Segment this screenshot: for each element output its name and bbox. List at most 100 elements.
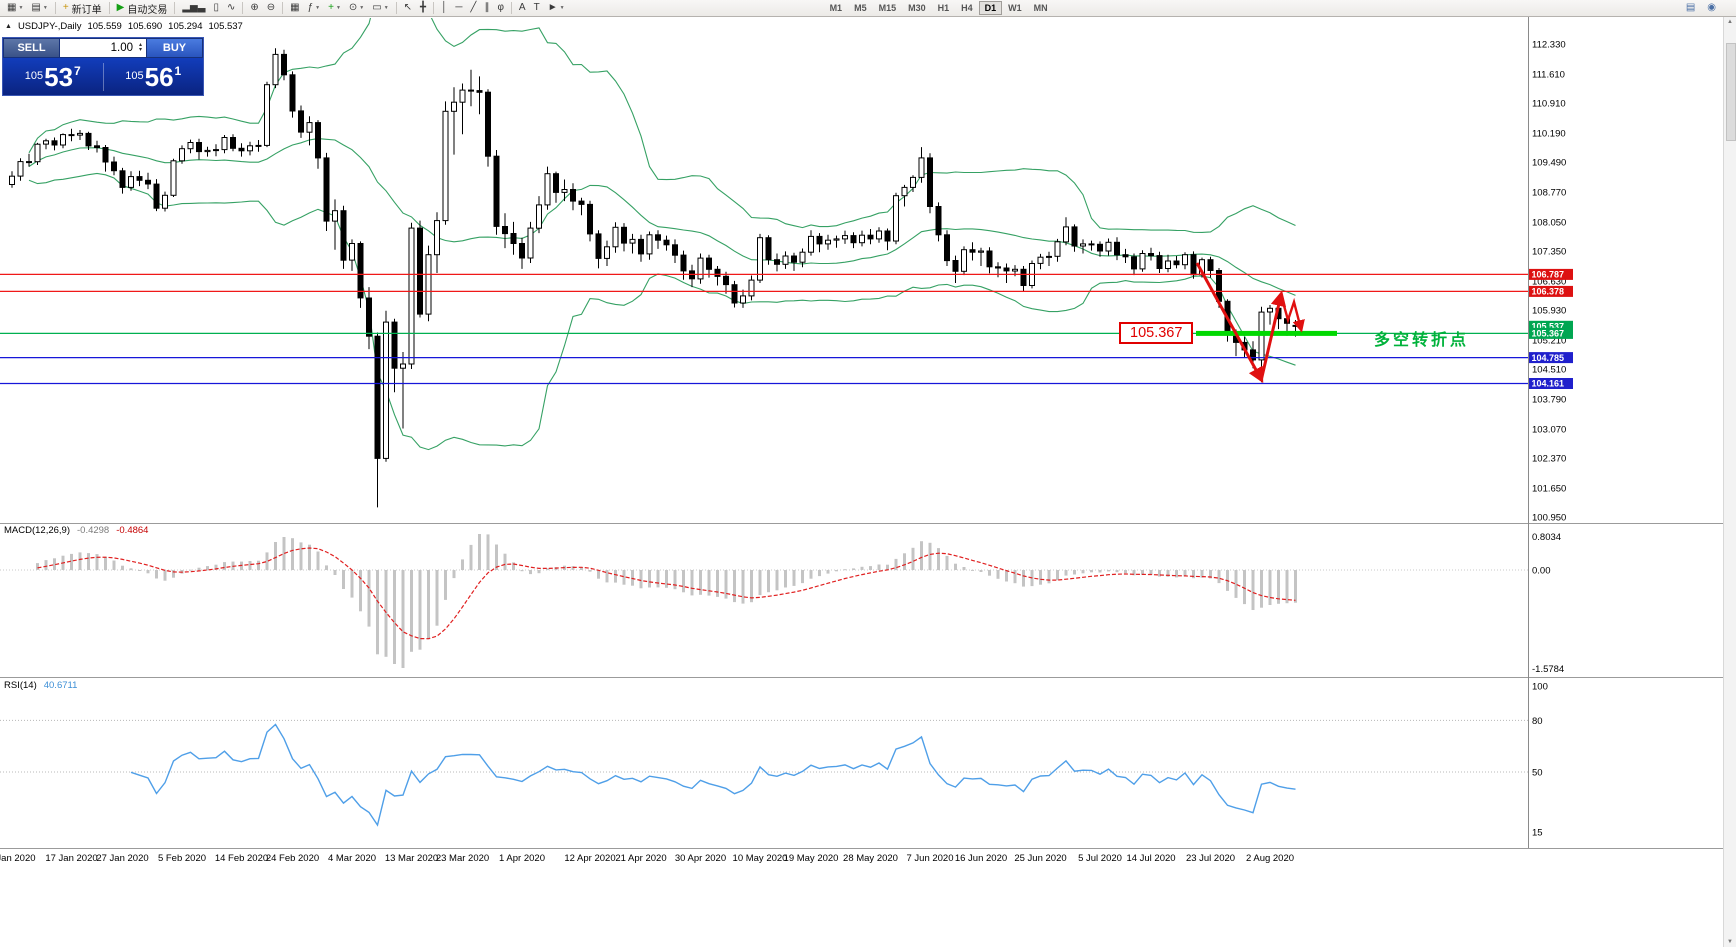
cursor-icon[interactable]: ↖ xyxy=(400,0,416,17)
toolbar-right-group: ▤ ◉ xyxy=(1682,0,1720,17)
svg-text:0.00: 0.00 xyxy=(1532,566,1551,577)
bollinger-upper-band xyxy=(28,18,1296,233)
buy-price-pips: 56 xyxy=(144,61,174,92)
candlestick-chart-icon[interactable]: ▯ xyxy=(209,0,223,17)
tile-windows-icon[interactable]: ▦ xyxy=(286,0,303,17)
svg-text:111.610: 111.610 xyxy=(1532,69,1565,80)
toolbar-separator xyxy=(433,2,435,14)
timeframe-m30-button[interactable]: M30 xyxy=(908,3,926,13)
channel-icon: ∥ xyxy=(484,2,490,13)
timeframe-mn-button[interactable]: MN xyxy=(1033,3,1048,13)
sell-price-pips: 53 xyxy=(44,61,74,92)
zoom-out-icon[interactable]: ⊖ xyxy=(263,0,279,17)
horizontal-line-icon[interactable]: ─ xyxy=(451,0,466,17)
trend-arrows[interactable] xyxy=(1195,262,1305,384)
new-chart-icon[interactable]: ▦ ▼ xyxy=(3,0,27,17)
zoom-in-icon[interactable]: ⊕ xyxy=(246,0,262,17)
templates-icon[interactable]: ▭ ▼ xyxy=(368,0,392,17)
fibonacci-icon[interactable]: φ xyxy=(493,0,507,17)
turning-point-annotation[interactable]: 多空转折点 xyxy=(1374,332,1470,349)
volume-down-icon[interactable]: ▾ xyxy=(138,47,142,53)
timeframe-m15-button[interactable]: M15 xyxy=(878,3,897,13)
svg-text:103.790: 103.790 xyxy=(1532,395,1566,406)
dropdown-caret-icon[interactable]: ▼ xyxy=(383,5,389,11)
low-value: 105.294 xyxy=(168,21,203,32)
help-icon[interactable]: ◉ xyxy=(1703,0,1720,17)
timeframe-h1-button[interactable]: H1 xyxy=(937,3,950,13)
sell-price[interactable]: 105 53 7 xyxy=(3,60,103,94)
svg-text:23 Jul 2020: 23 Jul 2020 xyxy=(1186,853,1235,864)
sell-button[interactable]: SELL xyxy=(3,38,60,58)
periods-icon[interactable]: ⊙ ▼ xyxy=(345,0,368,17)
trendline-icon[interactable]: ╱ xyxy=(466,0,480,17)
dropdown-caret-icon[interactable]: ▼ xyxy=(559,5,565,11)
add-indicator-icon: + xyxy=(328,2,334,13)
volume-up-icon[interactable]: ▴ xyxy=(138,42,142,48)
trend-arrow-2[interactable] xyxy=(1259,290,1287,382)
macd-label: MACD(12,26,9) -0.4298 -0.4864 xyxy=(4,525,148,536)
timeframe-m1-button[interactable]: M1 xyxy=(829,3,843,13)
channel-icon[interactable]: ∥ xyxy=(480,0,493,17)
dropdown-caret-icon[interactable]: ▼ xyxy=(42,5,48,11)
dropdown-caret-icon[interactable]: ▼ xyxy=(335,5,341,11)
svg-text:105.210: 105.210 xyxy=(1532,335,1566,346)
macd-histogram xyxy=(36,534,1297,668)
chart-scrollbar[interactable]: ▲ ▼ xyxy=(1723,17,1736,947)
buy-price[interactable]: 105 56 1 xyxy=(104,60,204,94)
periods-icon: ⊙ xyxy=(348,2,358,13)
dropdown-caret-icon[interactable]: ▼ xyxy=(359,5,365,11)
trend-arrow-3[interactable] xyxy=(1279,294,1305,333)
print-icon[interactable]: ▤ xyxy=(1682,0,1699,17)
buy-button[interactable]: BUY xyxy=(146,38,203,58)
scroll-down-icon[interactable]: ▼ xyxy=(1727,939,1733,945)
svg-text:30 Apr 2020: 30 Apr 2020 xyxy=(675,853,726,864)
vertical-line-icon[interactable]: │ xyxy=(437,0,451,17)
price-axis[interactable]: 112.330 111.610 110.910 110.190 109.490 108.7… xyxy=(1532,40,1566,524)
dropdown-caret-icon[interactable]: ▼ xyxy=(315,5,321,11)
volume-input[interactable]: 1.00 ▴ ▾ xyxy=(60,38,146,58)
sell-price-point: 7 xyxy=(74,63,81,78)
scrollbar-thumb[interactable] xyxy=(1726,43,1736,141)
svg-text:13 Mar 2020: 13 Mar 2020 xyxy=(385,853,438,864)
volume-value[interactable]: 1.00 xyxy=(110,42,133,54)
text-label-icon[interactable]: T xyxy=(530,0,544,17)
text-label-icon: T xyxy=(533,2,540,13)
new-order-button[interactable]: + 新订单 xyxy=(59,0,106,17)
line-chart-icon[interactable]: ∿ xyxy=(223,0,239,17)
svg-text:108.050: 108.050 xyxy=(1532,217,1566,228)
svg-text:21 Apr 2020: 21 Apr 2020 xyxy=(615,853,666,864)
volume-spinner[interactable]: ▴ ▾ xyxy=(135,42,146,53)
svg-text:106.787: 106.787 xyxy=(1532,270,1565,280)
trend-arrow-1[interactable] xyxy=(1195,262,1264,384)
scroll-up-icon[interactable]: ▲ xyxy=(1727,19,1733,25)
dropdown-caret-icon[interactable]: ▼ xyxy=(18,5,24,11)
text-icon[interactable]: A xyxy=(515,0,530,17)
candles xyxy=(9,48,1299,508)
svg-text:109.490: 109.490 xyxy=(1532,158,1566,169)
timeframe-h4-button[interactable]: H4 xyxy=(961,3,973,13)
svg-text:80: 80 xyxy=(1532,716,1543,727)
price-tag xyxy=(1529,320,1573,332)
timeframe-w1-button[interactable]: W1 xyxy=(1008,3,1022,13)
svg-text:104.510: 104.510 xyxy=(1532,365,1566,376)
horizontal-line-icon: ─ xyxy=(455,2,463,13)
add-indicator-icon[interactable]: + ▼ xyxy=(324,0,345,17)
vertical-line-icon: │ xyxy=(441,2,448,13)
crosshair-icon[interactable]: ╋ xyxy=(416,0,430,17)
bar-chart-icon[interactable]: ▂▅▃ xyxy=(178,0,209,17)
timeframe-m5-button[interactable]: M5 xyxy=(854,3,867,13)
timeframe-d1-button[interactable]: D1 xyxy=(978,1,1003,15)
indicators-icon[interactable]: ƒ ▼ xyxy=(304,0,325,17)
svg-text:100.950: 100.950 xyxy=(1532,513,1566,524)
close-value: 105.537 xyxy=(208,21,243,32)
svg-text:7 Jun 2020: 7 Jun 2020 xyxy=(906,853,953,864)
autotrading-button[interactable]: ▶ 自动交易 xyxy=(113,0,172,17)
svg-text:25 Jun 2020: 25 Jun 2020 xyxy=(1014,853,1066,864)
arrows-icon[interactable]: ► ▼ xyxy=(544,0,569,17)
support-zone-highlight[interactable] xyxy=(1196,330,1337,336)
chart-profiles-icon[interactable]: ▤ ▼ xyxy=(27,0,51,17)
support-price-annotation[interactable]: 105.367 xyxy=(1119,322,1194,344)
